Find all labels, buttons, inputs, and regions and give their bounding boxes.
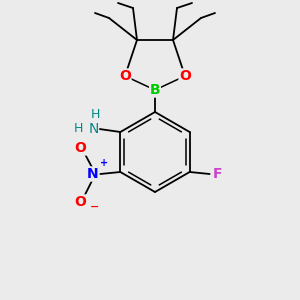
Text: O: O: [179, 69, 191, 83]
Text: H: H: [91, 109, 100, 122]
Text: N: N: [86, 167, 98, 181]
Text: O: O: [74, 195, 86, 209]
Text: F: F: [213, 167, 222, 181]
Text: N: N: [88, 122, 98, 136]
Text: O: O: [74, 141, 86, 155]
Text: −: −: [89, 202, 99, 212]
Text: H: H: [74, 122, 83, 136]
Text: +: +: [100, 158, 109, 168]
Text: B: B: [150, 83, 160, 97]
Text: O: O: [119, 69, 131, 83]
